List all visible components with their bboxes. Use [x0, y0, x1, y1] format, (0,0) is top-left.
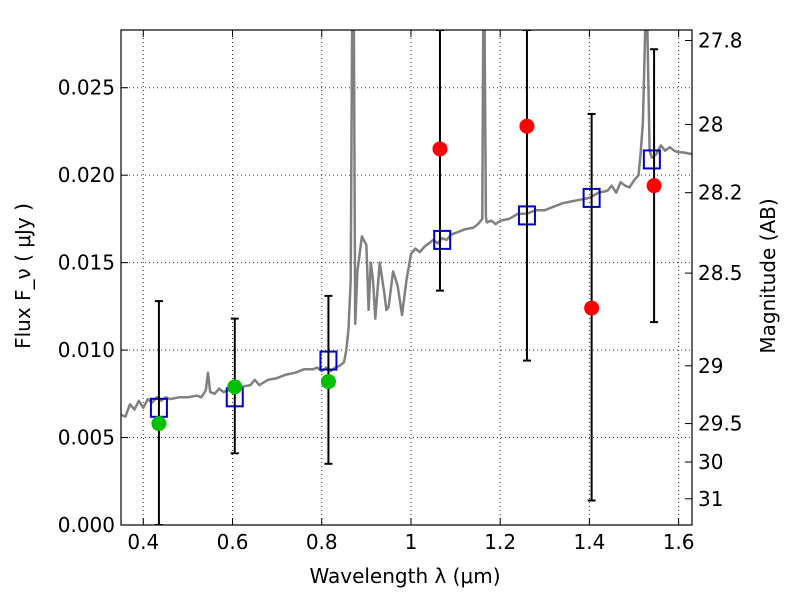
y2-tick-label: 28.5 — [698, 261, 743, 285]
y2-axis-label: Magnitude (AB) — [756, 198, 780, 353]
y2-tick-label: 29.5 — [698, 412, 743, 436]
x-tick-label: 0.4 — [127, 530, 159, 554]
y-tick-label: 0.010 — [58, 338, 115, 362]
x-tick-label: 0.8 — [306, 530, 338, 554]
measured-point — [584, 300, 600, 316]
x-tick-label: 0.6 — [217, 530, 249, 554]
y-tick-label: 0.000 — [58, 513, 115, 537]
y-axis-label: Flux F_ν ( μJy ) — [11, 203, 35, 349]
measured-point — [519, 118, 535, 134]
x-tick-label: 1.6 — [663, 530, 695, 554]
x-axis-label: Wavelength λ (μm) — [309, 564, 500, 588]
y2-tick-label: 28 — [698, 112, 723, 136]
y2-tick-label: 31 — [698, 487, 723, 511]
plot-area — [121, 30, 692, 525]
x-tick-label: 1.4 — [573, 530, 605, 554]
model-point-square — [642, 149, 661, 170]
measured-point — [151, 416, 167, 432]
y2-tick-label: 27.8 — [698, 28, 743, 52]
x-tick-label: 1.2 — [484, 530, 516, 554]
spectrum-line — [121, 30, 692, 418]
plot-frame — [120, 29, 693, 526]
measured-point — [432, 141, 448, 157]
y-tick-label: 0.005 — [58, 426, 115, 450]
measured-point — [320, 374, 336, 390]
y2-tick-label: 28.2 — [698, 181, 743, 205]
axes: 0.4 0.6 0.8 1 1.2 1.4 1.6 0.000 0.005 0.010 0.015 0… — [58, 28, 743, 554]
x-tick-label: 1 — [405, 530, 418, 554]
y-tick-label: 0.015 — [58, 251, 115, 275]
y2-tick-label: 29 — [698, 354, 723, 378]
y-tick-label: 0.020 — [58, 163, 115, 187]
measured-point — [227, 379, 243, 395]
grid-lines — [121, 30, 692, 526]
model-point-square — [433, 229, 452, 250]
y-tick-label: 0.025 — [58, 76, 115, 100]
y2-tick-label: 30 — [698, 450, 723, 474]
measured-point — [646, 178, 662, 194]
